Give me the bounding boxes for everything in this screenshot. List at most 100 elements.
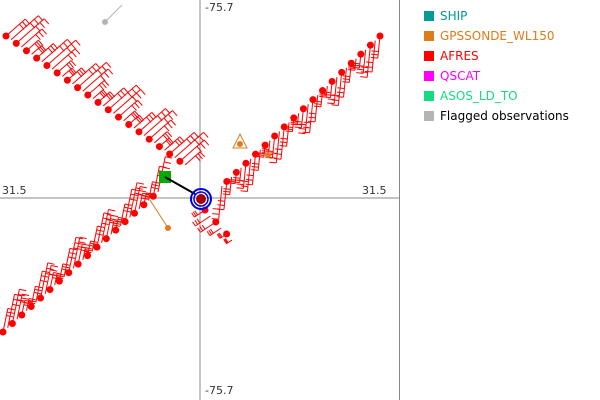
barb-flag: [319, 94, 327, 96]
barb-flag: [50, 269, 58, 272]
legend-item[interactable]: ASOS_LD_TO: [424, 86, 569, 106]
wind-barb: [174, 131, 204, 159]
wind-barb: [25, 298, 30, 311]
legend-item[interactable]: QSCAT: [424, 66, 569, 86]
barb-flag: [270, 152, 278, 154]
barb-flag: [361, 66, 369, 69]
afres-observation: [12, 39, 20, 47]
barb-flag: [103, 71, 110, 78]
afres-observation: [376, 32, 384, 40]
barb-flag: [203, 139, 210, 146]
wind-barb: [354, 58, 357, 71]
barb-flag: [50, 264, 59, 268]
observations-layer: [0, 4, 384, 336]
barb-flag: [280, 141, 288, 144]
legend-item[interactable]: GPSSONDE_WL150: [424, 26, 569, 46]
legend-swatch: [424, 111, 434, 121]
afres-observation: [2, 32, 10, 40]
afres-observation: [93, 243, 101, 251]
barb-flag: [98, 84, 105, 91]
barb-flag: [110, 218, 118, 221]
axis-label-bottom: -75.7: [205, 384, 234, 397]
barb-flag: [224, 238, 228, 244]
barb-flag: [308, 112, 316, 115]
wind-barb: [195, 215, 211, 227]
barb-flag: [164, 125, 170, 132]
barb-flag: [290, 123, 298, 126]
flagged-observation: [102, 19, 108, 25]
legend-item[interactable]: AFRES: [424, 46, 569, 66]
barb-flag: [165, 156, 173, 159]
afres-observation: [74, 260, 82, 268]
wind-barb: [138, 108, 166, 133]
barb-flag: [74, 48, 81, 55]
barb-flag: [137, 99, 143, 106]
barb-flag: [371, 53, 379, 56]
barb-flag: [192, 221, 196, 227]
barb-flag: [38, 31, 44, 38]
barb-flag: [68, 62, 75, 68]
center-ring-inner: [193, 191, 209, 207]
afres-observation: [299, 105, 307, 113]
wind-barb: [246, 158, 252, 192]
barb-flag: [35, 34, 41, 40]
barb-flag: [217, 204, 225, 206]
barb-flag: [136, 182, 144, 185]
wind-barb: [40, 262, 49, 299]
barb-flag: [217, 200, 225, 202]
afres-observation: [166, 150, 174, 158]
wind-barb: [169, 132, 195, 155]
barb-flag: [342, 81, 350, 83]
wind-barb: [280, 126, 285, 160]
barb-flag: [298, 127, 306, 130]
wind-barb: [129, 182, 138, 218]
wind-barb: [184, 151, 201, 166]
barb-flag: [210, 228, 214, 234]
wind-barb: [239, 167, 242, 183]
wind-barb: [96, 212, 105, 248]
barb-flag: [299, 123, 307, 126]
wind-barb: [325, 85, 328, 98]
barb-flag: [236, 183, 244, 186]
wind-barb: [309, 99, 314, 133]
afres-observation: [8, 320, 16, 328]
barb-flag: [139, 190, 147, 193]
barb-flag: [342, 78, 350, 80]
barb-flag: [101, 82, 107, 89]
barb-flag: [43, 18, 50, 25]
wind-barb: [143, 110, 173, 136]
wind-barb: [41, 38, 68, 63]
wind-barb: [337, 72, 343, 106]
barb-flag: [269, 161, 277, 164]
wind-barb: [223, 181, 228, 210]
barb-flag: [197, 227, 201, 233]
wind-barb: [179, 139, 205, 162]
barb-flag: [356, 68, 364, 71]
afres-observation: [74, 84, 82, 92]
barb-flag: [216, 233, 221, 239]
barb-flag: [139, 186, 147, 189]
legend-item[interactable]: SHIP: [424, 6, 569, 26]
afres-observation: [65, 269, 73, 277]
afres-observation: [252, 150, 260, 158]
barb-flag: [298, 132, 306, 135]
afres-observation: [18, 311, 26, 319]
afres-observation: [140, 201, 148, 209]
legend-item[interactable]: Flagged observations: [424, 106, 569, 126]
barb-flag: [371, 50, 379, 53]
observation-plot[interactable]: [0, 0, 400, 400]
afres-observation: [94, 98, 102, 106]
barb-flag: [111, 214, 119, 218]
barb-flag: [21, 297, 29, 300]
barb-flag: [313, 105, 321, 108]
afres-observation: [135, 128, 143, 136]
afres-observation: [212, 218, 220, 226]
barb-flag: [261, 148, 270, 150]
barb-flag: [223, 190, 231, 193]
barb-flag: [136, 92, 142, 99]
barb-flag: [356, 72, 364, 74]
axis-label-right: 31.5: [362, 184, 387, 197]
barb-flag: [274, 148, 283, 151]
afres-observation: [125, 120, 133, 128]
wind-barb: [343, 67, 347, 98]
